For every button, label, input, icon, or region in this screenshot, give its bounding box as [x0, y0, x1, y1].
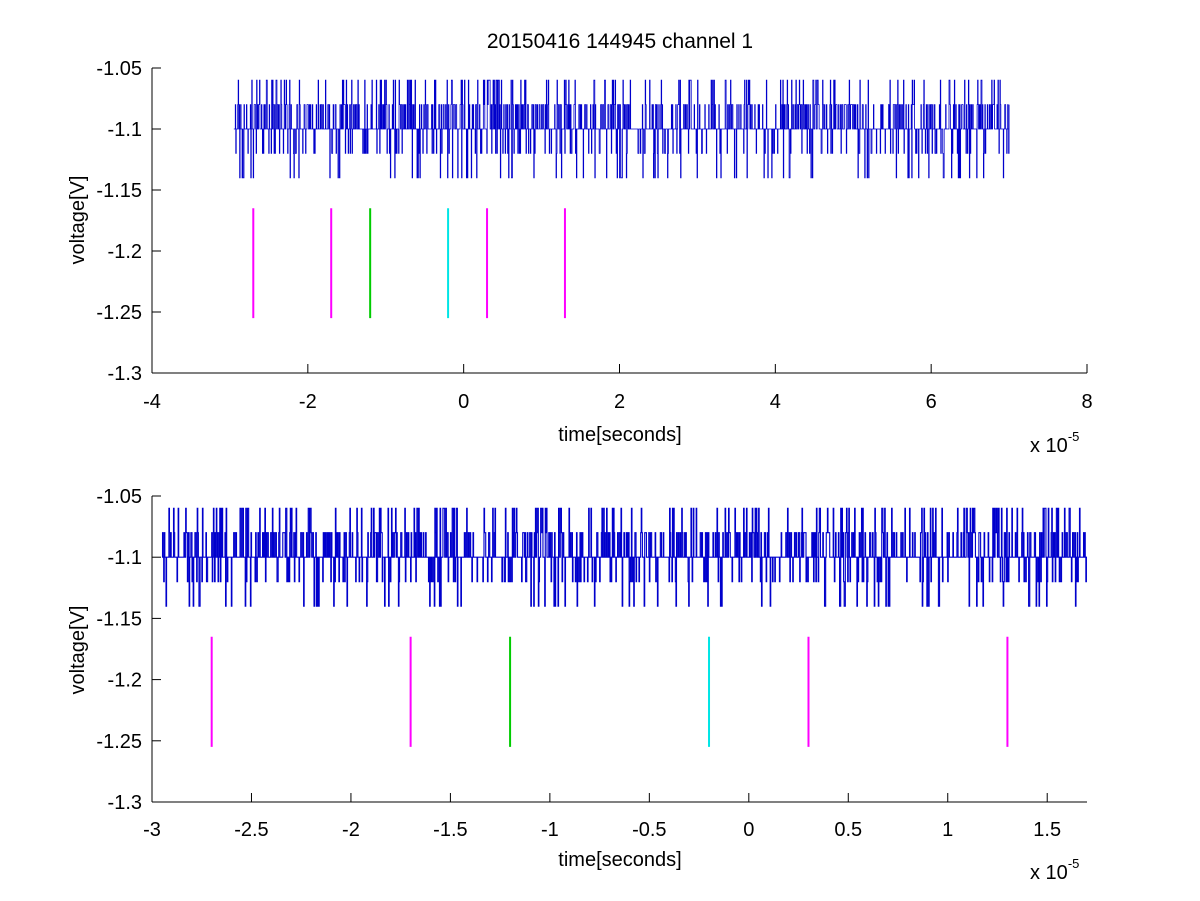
top-x-axis-label: time[seconds] [558, 424, 681, 446]
top-x-tick-label-0: -4 [143, 391, 161, 413]
bottom-x-multiplier-base: x 10 [1030, 862, 1068, 884]
bottom-x-tick-label-5: -0.5 [632, 819, 666, 841]
bottom-x-multiplier: x 10-5 [1030, 856, 1079, 884]
top-x-tick-label-6: 8 [1081, 391, 1092, 413]
top-y-tick-label-1: -1.1 [108, 119, 142, 141]
top-x-multiplier-base: x 10 [1030, 435, 1068, 457]
top-y-axis-label: voltage[V] [67, 176, 89, 265]
bottom-x-tick-label-7: 0.5 [834, 819, 862, 841]
bottom-x-tick-label-9: 1.5 [1033, 819, 1061, 841]
top-y-tick-label-2: -1.15 [96, 180, 142, 202]
bottom-series-line-0 [161, 507, 1087, 607]
top-y-tick-label-5: -1.3 [108, 363, 142, 385]
top-y-tick-label-0: -1.05 [96, 58, 142, 80]
top-x-tick-label-3: 2 [614, 391, 625, 413]
bottom-plot-series [161, 507, 1087, 607]
top-plot-axes: -4 -2 0 2 4 6 8 -1.05 -1.1 -1.15 -1.2 -1.25 -1.3 [96, 58, 1092, 413]
bottom-x-tick-label-8: 1 [942, 819, 953, 841]
top-x-tick-label-4: 4 [770, 391, 781, 413]
bottom-x-multiplier-exponent: -5 [1068, 856, 1080, 871]
top-y-tick-label-3: -1.2 [108, 241, 142, 263]
bottom-x-tick-label-4: -1 [541, 819, 559, 841]
bottom-x-tick-label-6: 0 [743, 819, 754, 841]
top-plot: -4 -2 0 2 4 6 8 -1.05 -1.1 -1.15 -1.2 -1.25 -1.3 tim… [67, 58, 1093, 457]
top-plot-markers [252, 208, 566, 319]
top-x-tick-label-1: -2 [299, 391, 317, 413]
bottom-x-tick-label-1: -2.5 [234, 819, 268, 841]
bottom-x-tick-label-3: -1.5 [433, 819, 467, 841]
top-y-tick-label-4: -1.25 [96, 302, 142, 324]
figure-title: 20150416 144945 channel 1 [487, 30, 753, 53]
bottom-plot-axes: -3 -2.5 -2 -1.5 -1 -0.5 0 0.5 1 1.5 -1.05 -1.1 -1.15… [96, 486, 1087, 841]
top-x-tick-label-5: 6 [926, 391, 937, 413]
bottom-y-tick-label-2: -1.15 [96, 608, 142, 630]
bottom-y-tick-label-3: -1.2 [108, 670, 142, 692]
bottom-plot: -3 -2.5 -2 -1.5 -1 -0.5 0 0.5 1 1.5 -1.05 -1.1 -1.15… [67, 486, 1087, 884]
top-x-multiplier-exponent: -5 [1068, 429, 1080, 444]
bottom-y-tick-label-4: -1.25 [96, 731, 142, 753]
bottom-x-tick-label-0: -3 [143, 819, 161, 841]
top-plot-series [233, 79, 1010, 179]
bottom-y-tick-label-5: -1.3 [108, 792, 142, 814]
bottom-plot-markers [210, 636, 1009, 747]
bottom-y-tick-label-1: -1.1 [108, 547, 142, 569]
top-x-tick-label-2: 0 [458, 391, 469, 413]
bottom-x-axis-label: time[seconds] [558, 849, 681, 871]
top-series-line-0 [233, 79, 1010, 179]
bottom-y-tick-label-0: -1.05 [96, 486, 142, 508]
bottom-y-axis-label: voltage[V] [67, 606, 89, 695]
top-x-multiplier: x 10-5 [1030, 429, 1079, 457]
bottom-x-tick-label-2: -2 [342, 819, 360, 841]
